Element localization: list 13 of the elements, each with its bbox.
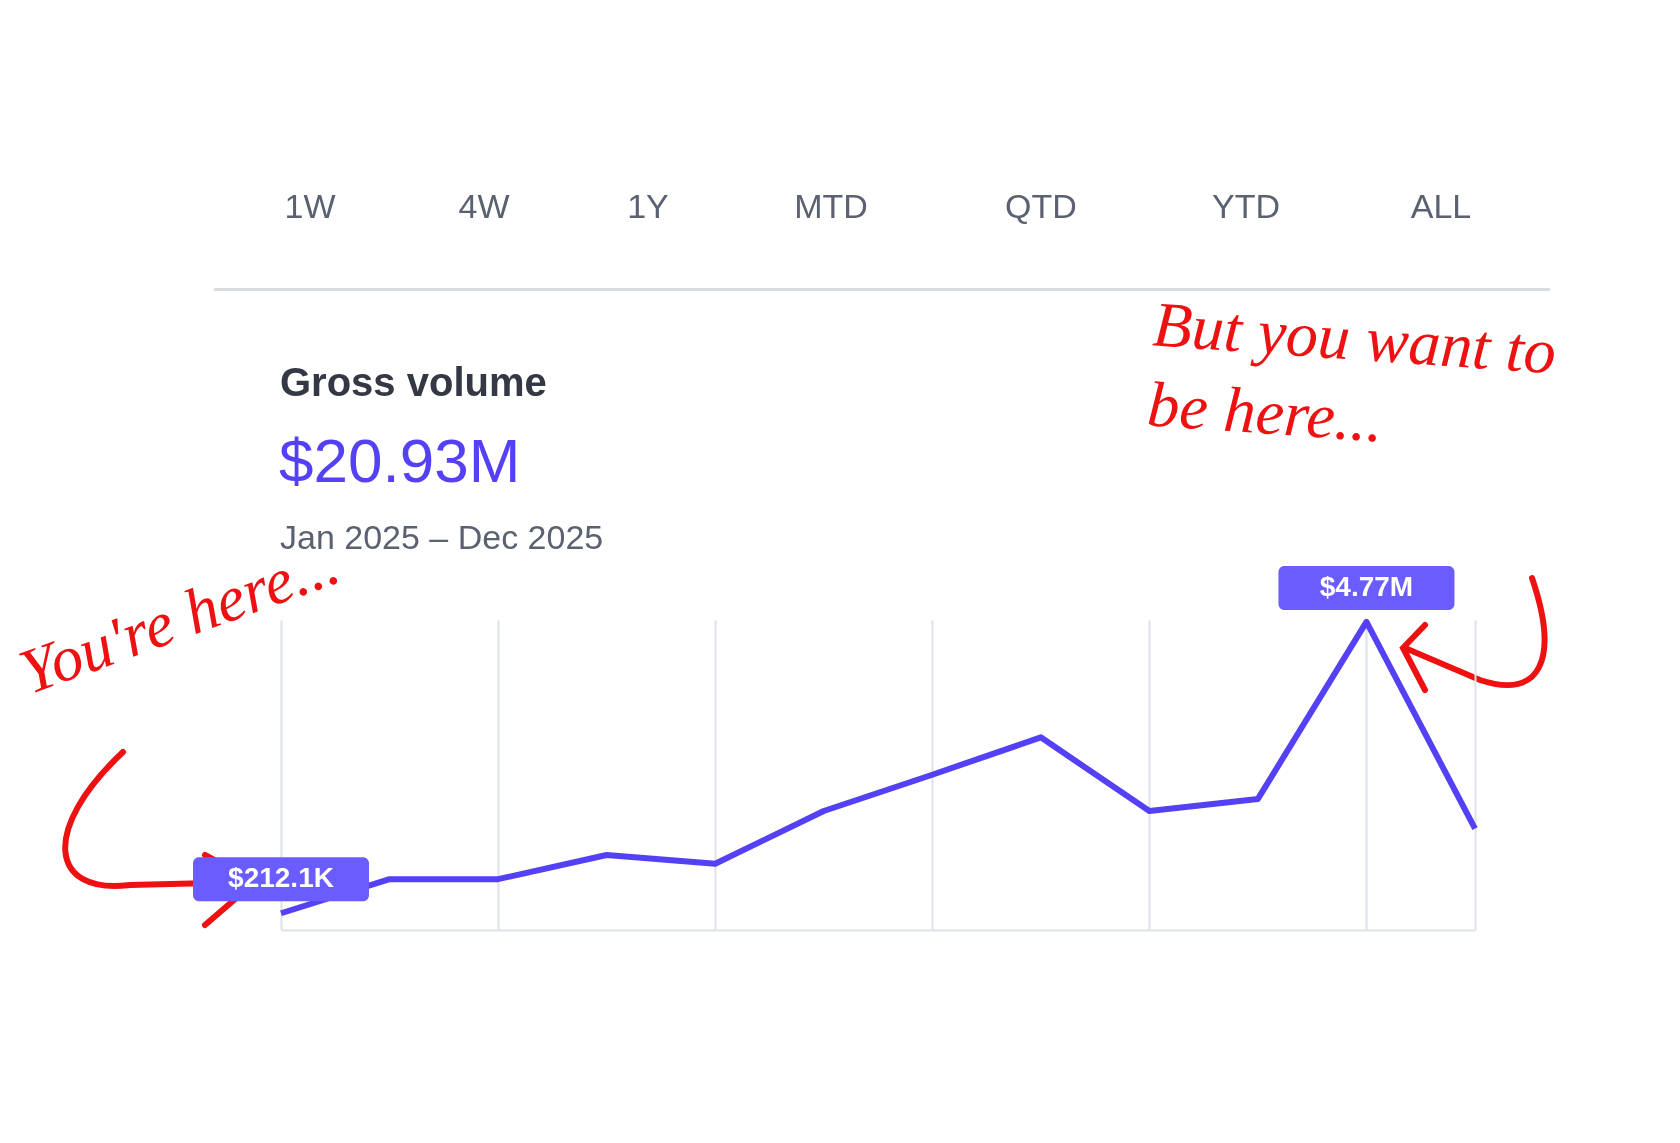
chart-title: Gross volume (280, 360, 547, 405)
text: QTD (1005, 186, 1077, 226)
text: 1W (284, 186, 336, 226)
text: MTD (794, 186, 868, 226)
data-label: $212.1K (228, 862, 334, 894)
text: $20.93M (279, 425, 521, 496)
text: YTD (1212, 186, 1280, 226)
text: 1Y (627, 186, 669, 226)
chart-subtitle: Jan 2025 – Dec 2025 (280, 518, 604, 557)
text: But you want to be here... (1144, 287, 1560, 458)
data-label: $4.77M (1319, 570, 1414, 602)
text: 4W (458, 186, 510, 226)
text: ALL (1410, 186, 1472, 226)
